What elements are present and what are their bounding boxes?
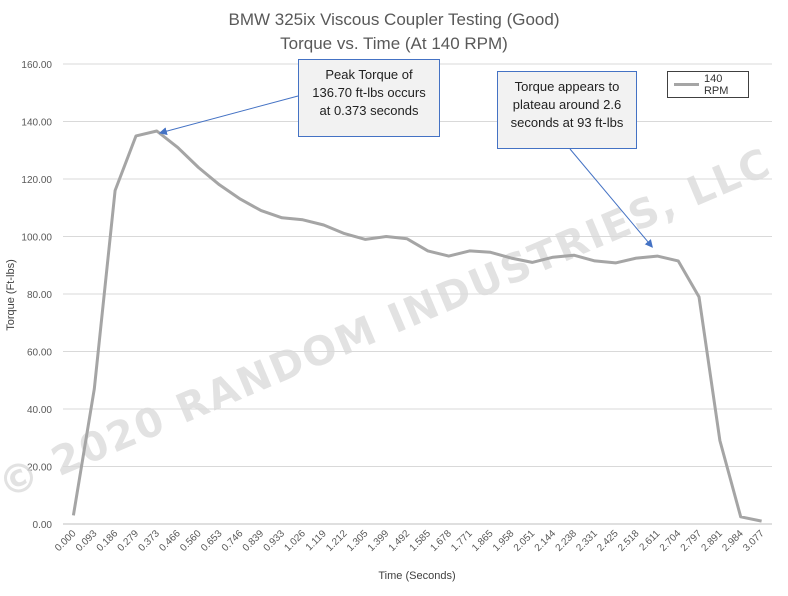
y-tick-label: 160.00 [21,60,52,71]
y-tick-label: 120.00 [21,175,52,186]
annotation-peak-text: Peak Torque of 136.70 ft-lbs occurs at 0… [312,67,426,118]
y-tick-label: 100.00 [21,233,52,244]
x-tick-label: 1.399 [366,528,392,554]
x-tick-label: 1.492 [387,528,413,554]
watermark: © 2020 RANDOM INDUSTRIES, LLC [0,140,778,509]
series-line-140-rpm [71,129,762,523]
annotation-arrow-peak [158,95,299,136]
x-tick-label: 2.984 [720,528,746,554]
x-tick-label: 0.653 [199,528,225,554]
x-tick-label: 2.891 [700,528,726,554]
y-tick-label: 40.00 [27,405,52,416]
legend-label: 140 RPM [703,72,729,97]
x-tick-label: 1.678 [428,528,454,554]
annotation-plateau-box: Torque appears to plateau around 2.6 sec… [497,71,637,149]
x-tick-label: 0.746 [220,528,246,554]
x-tick-label: 0.560 [178,528,204,554]
x-tick-labels: 0.0000.0930.1860.2790.3730.4660.5600.653… [53,528,767,554]
x-tick-label: 2.425 [595,528,621,554]
x-tick-label: 1.119 [304,528,329,553]
chart-title-line2: Torque vs. Time (At 140 RPM) [280,34,508,53]
legend: 140 RPM [667,71,749,98]
x-tick-label: 1.212 [324,528,350,554]
x-tick-label: 2.331 [574,528,600,554]
x-tick-label: 0.373 [136,528,162,554]
x-tick-label: 2.238 [554,528,580,554]
x-tick-label: 0.279 [116,528,142,554]
x-tick-label: 0.466 [157,528,183,554]
x-tick-label: 0.933 [262,528,288,554]
x-tick-label: 1.305 [345,528,371,554]
x-tick-label: 2.051 [512,528,538,554]
x-tick-label: 0.000 [53,528,79,554]
x-tick-label: 2.144 [533,528,559,554]
y-axis-label: Torque (Ft-lbs) [5,259,17,331]
x-tick-label: 0.839 [241,528,267,554]
y-tick-label: 60.00 [27,348,52,359]
x-tick-label: 1.958 [491,528,517,554]
x-tick-label: 2.611 [637,528,662,553]
legend-swatch [674,83,699,86]
x-tick-label: 3.077 [741,528,767,554]
chart-title-line1: BMW 325ix Viscous Coupler Testing (Good) [228,10,559,29]
x-tick-label: 1.865 [470,528,496,554]
x-tick-label: 1.771 [449,528,475,554]
x-tick-label: 1.026 [282,528,308,554]
annotation-peak-box: Peak Torque of 136.70 ft-lbs occurs at 0… [298,59,440,137]
x-axis-label: Time (Seconds) [378,570,455,582]
x-tick-label: 0.093 [74,528,100,554]
x-tick-label: 1.585 [408,528,434,554]
y-tick-label: 0.00 [33,520,53,531]
y-tick-label: 80.00 [27,290,52,301]
grid-lines [63,63,772,525]
annotation-arrow-plateau [569,148,653,248]
x-tick-label: 2.704 [658,528,684,554]
y-tick-labels: 0.00 20.00 40.00 60.00 80.00 100.00 120.00 140.… [21,60,52,531]
x-tick-label: 2.518 [616,528,642,554]
y-tick-label: 140.00 [21,118,52,129]
x-tick-label: 0.186 [95,528,121,554]
annotation-plateau-text: Torque appears to plateau around 2.6 sec… [510,79,624,130]
y-tick-label: 20.00 [27,463,52,474]
x-tick-label: 2.797 [679,528,705,554]
